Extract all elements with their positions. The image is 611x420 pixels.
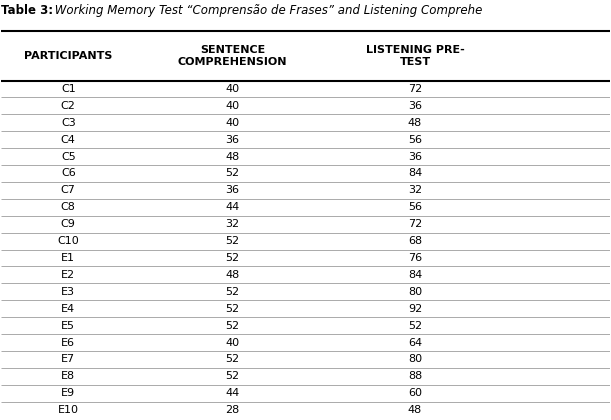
Text: 80: 80: [408, 354, 422, 365]
Text: 52: 52: [225, 253, 240, 263]
Text: 56: 56: [408, 202, 422, 212]
Text: C3: C3: [61, 118, 76, 128]
Text: 72: 72: [408, 219, 422, 229]
Text: 52: 52: [225, 287, 240, 297]
Text: 52: 52: [225, 354, 240, 365]
Text: C9: C9: [61, 219, 76, 229]
Text: 28: 28: [225, 405, 240, 415]
Text: Working Memory Test “Comprensão de Frases” and Listening Comprehe: Working Memory Test “Comprensão de Frase…: [51, 4, 483, 17]
Text: 48: 48: [408, 118, 422, 128]
Text: 48: 48: [225, 152, 240, 162]
Text: 44: 44: [225, 202, 240, 212]
Text: 88: 88: [408, 371, 422, 381]
Text: E10: E10: [58, 405, 79, 415]
Text: 60: 60: [408, 388, 422, 398]
Text: 52: 52: [225, 371, 240, 381]
Text: E2: E2: [61, 270, 75, 280]
Text: 44: 44: [225, 388, 240, 398]
Text: 36: 36: [408, 101, 422, 111]
Text: 76: 76: [408, 253, 422, 263]
Text: 48: 48: [408, 405, 422, 415]
Text: 52: 52: [408, 320, 422, 331]
Text: 48: 48: [225, 270, 240, 280]
Text: Table 3:: Table 3:: [1, 4, 54, 17]
Text: E9: E9: [61, 388, 75, 398]
Text: 36: 36: [408, 152, 422, 162]
Text: 52: 52: [225, 236, 240, 246]
Text: C1: C1: [61, 84, 76, 94]
Text: E7: E7: [61, 354, 75, 365]
Text: 40: 40: [225, 338, 240, 347]
Text: 52: 52: [225, 304, 240, 314]
Text: 40: 40: [225, 84, 240, 94]
Text: E8: E8: [61, 371, 75, 381]
Text: PARTICIPANTS: PARTICIPANTS: [24, 51, 112, 61]
Text: 84: 84: [408, 270, 422, 280]
Text: 72: 72: [408, 84, 422, 94]
Text: E6: E6: [61, 338, 75, 347]
Text: 64: 64: [408, 338, 422, 347]
Text: 52: 52: [225, 320, 240, 331]
Text: 36: 36: [225, 185, 240, 195]
Text: 80: 80: [408, 287, 422, 297]
Text: E3: E3: [61, 287, 75, 297]
Text: 32: 32: [225, 219, 240, 229]
Text: 56: 56: [408, 135, 422, 144]
Text: E1: E1: [61, 253, 75, 263]
Text: 84: 84: [408, 168, 422, 178]
Text: C2: C2: [61, 101, 76, 111]
Text: 36: 36: [225, 135, 240, 144]
Text: 52: 52: [225, 168, 240, 178]
Text: C8: C8: [61, 202, 76, 212]
Text: C7: C7: [61, 185, 76, 195]
Text: 40: 40: [225, 101, 240, 111]
Text: SENTENCE
COMPREHENSION: SENTENCE COMPREHENSION: [178, 45, 287, 67]
Text: 68: 68: [408, 236, 422, 246]
Text: C4: C4: [61, 135, 76, 144]
Text: 92: 92: [408, 304, 422, 314]
Text: C10: C10: [57, 236, 79, 246]
Text: E4: E4: [61, 304, 75, 314]
Text: C5: C5: [61, 152, 76, 162]
Text: 32: 32: [408, 185, 422, 195]
Text: E5: E5: [61, 320, 75, 331]
Text: 40: 40: [225, 118, 240, 128]
Text: C6: C6: [61, 168, 76, 178]
Text: LISTENING PRE-
TEST: LISTENING PRE- TEST: [365, 45, 464, 67]
